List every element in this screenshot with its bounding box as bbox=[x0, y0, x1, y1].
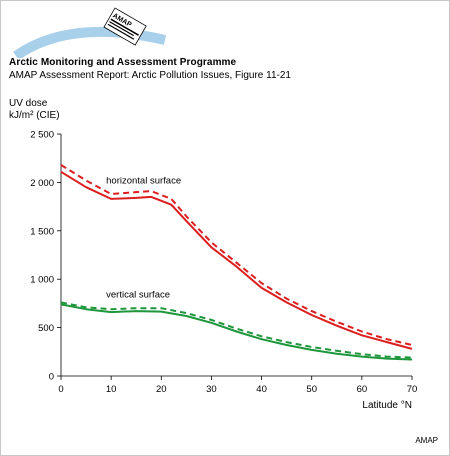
annotation-horizontal-surface: horizontal surface bbox=[106, 175, 181, 186]
y-tick-label: 0 bbox=[49, 372, 54, 383]
x-tick-label: 50 bbox=[306, 384, 317, 395]
x-tick-label: 60 bbox=[357, 384, 368, 395]
amap-logo: AMAP bbox=[13, 7, 167, 58]
y-axis-label-line2: kJ/m² (CIE) bbox=[9, 110, 60, 121]
y-tick-label: 2 500 bbox=[30, 130, 54, 141]
footer-credit: AMAP bbox=[415, 436, 438, 445]
page-subtitle: AMAP Assessment Report: Arctic Pollution… bbox=[9, 70, 291, 81]
vertical-surface-solid-line bbox=[60, 303, 413, 361]
logo-emblem: AMAP bbox=[103, 7, 147, 46]
x-tick-label: 0 bbox=[58, 384, 63, 395]
y-tick-label: 500 bbox=[38, 323, 54, 334]
x-tick-label: 20 bbox=[156, 384, 167, 395]
x-tick-label: 10 bbox=[106, 384, 117, 395]
y-tick-label: 1 500 bbox=[30, 226, 54, 237]
horizontal-surface-dashed-line bbox=[60, 164, 413, 346]
logo-arc bbox=[13, 26, 167, 58]
axes: 0 500 1 000 1 500 2 000 2 500 0 10 20 30 40 50 60 70 L… bbox=[30, 130, 417, 412]
y-tick-label: 1 000 bbox=[30, 275, 54, 286]
y-tick-label: 2 000 bbox=[30, 178, 54, 189]
horizontal-surface-solid-line bbox=[60, 170, 413, 350]
annotations: horizontal surface vertical surface bbox=[106, 175, 181, 300]
annotation-vertical-surface: vertical surface bbox=[106, 290, 170, 301]
y-axis-label: UV dose kJ/m² (CIE) bbox=[9, 98, 60, 122]
y-axis-label-line1: UV dose bbox=[9, 98, 48, 109]
page-title: Arctic Monitoring and Assessment Program… bbox=[9, 57, 237, 68]
x-tick-label: 40 bbox=[256, 384, 267, 395]
x-tick-label: 70 bbox=[407, 384, 418, 395]
x-axis-label: Latitude °N bbox=[362, 400, 412, 411]
x-tick-label: 30 bbox=[206, 384, 217, 395]
series-lines bbox=[60, 164, 413, 361]
